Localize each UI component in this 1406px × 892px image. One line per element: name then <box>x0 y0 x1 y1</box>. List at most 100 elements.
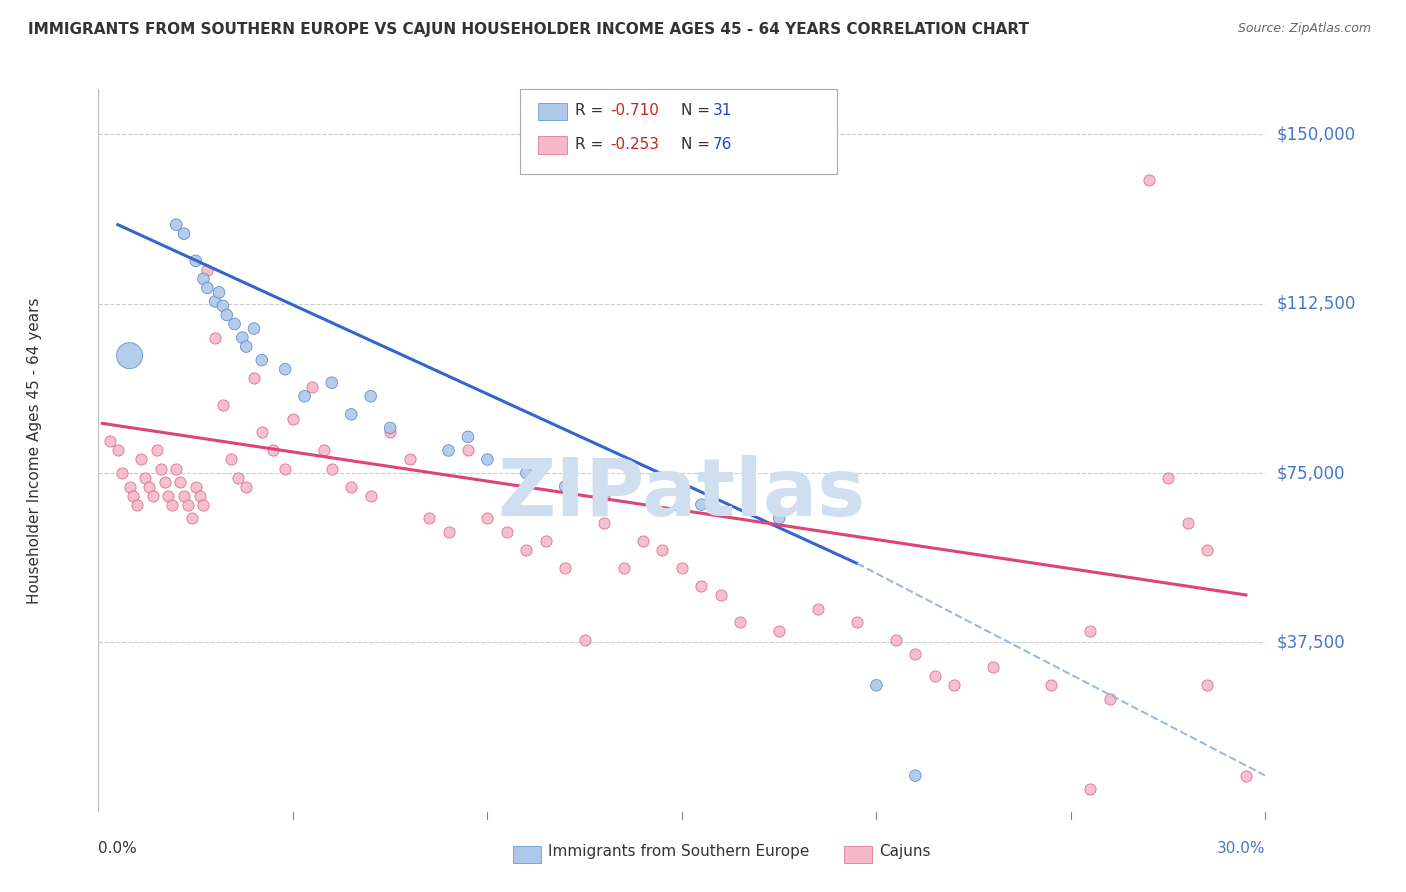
Point <box>184 253 207 268</box>
Point <box>193 498 215 512</box>
Text: R =: R = <box>575 137 609 152</box>
Point <box>195 262 218 277</box>
Point <box>231 330 253 344</box>
Point <box>807 601 830 615</box>
Point <box>321 461 343 475</box>
Point <box>162 498 184 512</box>
Point <box>477 452 499 467</box>
Point <box>690 579 713 593</box>
Point <box>904 647 927 661</box>
Text: 30.0%: 30.0% <box>1218 840 1265 855</box>
Text: Immigrants from Southern Europe: Immigrants from Southern Europe <box>548 845 810 859</box>
Point <box>195 281 218 295</box>
Point <box>1137 172 1160 186</box>
Point <box>122 489 145 503</box>
Text: Source: ZipAtlas.com: Source: ZipAtlas.com <box>1237 22 1371 36</box>
Point <box>1234 769 1257 783</box>
Point <box>146 443 169 458</box>
Point <box>180 511 202 525</box>
Point <box>437 524 460 539</box>
Point <box>554 480 576 494</box>
Point <box>768 511 790 525</box>
Point <box>250 425 273 440</box>
Point <box>212 299 235 313</box>
Point <box>243 371 266 385</box>
Text: Cajuns: Cajuns <box>879 845 931 859</box>
Point <box>235 340 257 354</box>
Point <box>173 489 195 503</box>
Text: IMMIGRANTS FROM SOUTHERN EUROPE VS CAJUN HOUSEHOLDER INCOME AGES 45 - 64 YEARS C: IMMIGRANTS FROM SOUTHERN EUROPE VS CAJUN… <box>28 22 1029 37</box>
Point <box>228 470 250 484</box>
Point <box>340 480 363 494</box>
Point <box>111 466 134 480</box>
Text: ZIPatlas: ZIPatlas <box>498 455 866 533</box>
Point <box>134 470 156 484</box>
Point <box>208 285 231 300</box>
Text: -0.253: -0.253 <box>610 137 659 152</box>
Point <box>924 669 946 683</box>
Point <box>360 489 382 503</box>
Point <box>457 430 479 444</box>
Point <box>98 434 121 449</box>
Point <box>981 660 1004 674</box>
Point <box>193 272 215 286</box>
Point <box>250 353 273 368</box>
Point <box>340 407 363 421</box>
Point <box>380 425 402 440</box>
Point <box>165 461 187 475</box>
Point <box>593 516 616 530</box>
Point <box>243 321 266 335</box>
Point <box>593 489 616 503</box>
Point <box>418 511 440 525</box>
Text: -0.710: -0.710 <box>610 103 659 118</box>
Point <box>321 376 343 390</box>
Point <box>631 533 654 548</box>
Point <box>1195 542 1218 557</box>
Point <box>865 678 887 692</box>
Point <box>138 480 160 494</box>
Point <box>1157 470 1180 484</box>
Point <box>274 461 297 475</box>
Point <box>690 498 713 512</box>
Point <box>184 480 207 494</box>
Point <box>312 443 335 458</box>
Point <box>107 443 129 458</box>
Text: $112,500: $112,500 <box>1277 294 1357 313</box>
Point <box>235 480 257 494</box>
Point <box>294 389 316 403</box>
Point <box>515 542 537 557</box>
Point <box>301 380 323 394</box>
Text: $37,500: $37,500 <box>1277 633 1346 651</box>
Point <box>177 498 200 512</box>
Point <box>1177 516 1199 530</box>
Text: $150,000: $150,000 <box>1277 126 1357 144</box>
Point <box>613 561 636 575</box>
Point <box>457 443 479 458</box>
Point <box>127 498 149 512</box>
Point <box>554 561 576 575</box>
Point <box>380 421 402 435</box>
Point <box>574 633 596 648</box>
Point <box>943 678 966 692</box>
Text: 0.0%: 0.0% <box>98 840 138 855</box>
Point <box>204 330 226 344</box>
Point <box>188 489 211 503</box>
Point <box>651 542 673 557</box>
Point <box>169 475 191 489</box>
Point <box>1098 691 1121 706</box>
Point <box>534 533 557 548</box>
Text: Householder Income Ages 45 - 64 years: Householder Income Ages 45 - 64 years <box>27 297 42 604</box>
Point <box>142 489 165 503</box>
Point <box>671 561 693 575</box>
Point <box>768 624 790 639</box>
Text: N =: N = <box>681 103 714 118</box>
Point <box>515 466 537 480</box>
Text: 31: 31 <box>713 103 733 118</box>
Point <box>129 452 152 467</box>
Point <box>149 461 172 475</box>
Point <box>884 633 907 648</box>
Point <box>153 475 176 489</box>
Point <box>904 769 927 783</box>
Text: 76: 76 <box>713 137 733 152</box>
Point <box>437 443 460 458</box>
